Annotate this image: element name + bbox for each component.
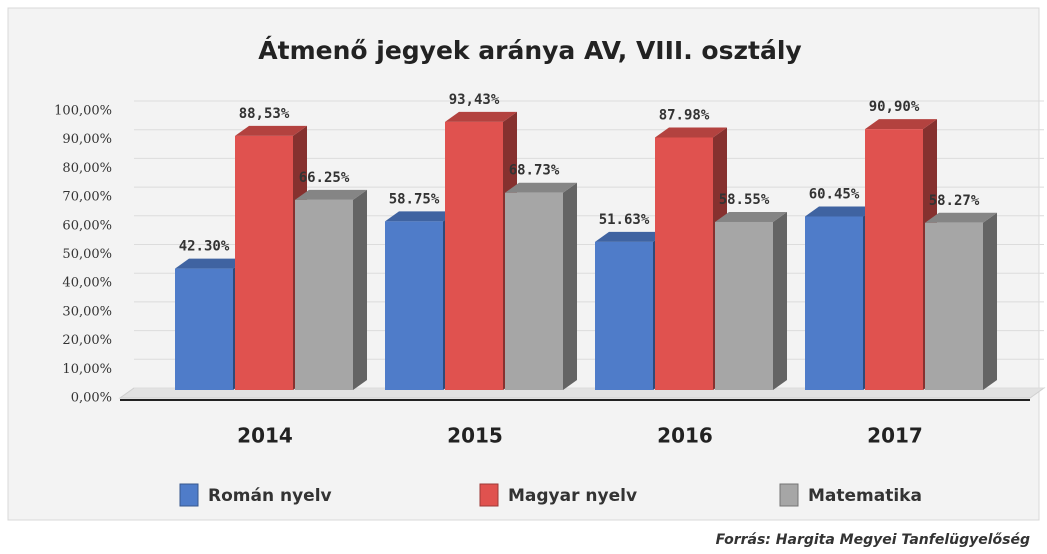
bar-top xyxy=(385,211,457,222)
value-label: 60.45% xyxy=(809,187,860,203)
value-label: 58.55% xyxy=(719,192,770,208)
y-tick-label: 20,00% xyxy=(62,333,112,348)
bar-side xyxy=(353,189,367,390)
y-tick-label: 0,00% xyxy=(71,391,112,406)
y-tick-label: 70,00% xyxy=(62,190,112,205)
y-tick-label: 80,00% xyxy=(62,161,112,176)
bar-top xyxy=(715,211,787,222)
bar-side xyxy=(983,212,997,390)
bar-top xyxy=(655,127,727,138)
legend-label: Matematika xyxy=(808,486,922,506)
value-label: 68.73% xyxy=(509,163,560,179)
bar-top xyxy=(805,206,877,217)
y-tick-label: 50,00% xyxy=(62,247,112,262)
x-tick-label: 2014 xyxy=(237,424,293,448)
bar xyxy=(865,129,923,390)
y-tick-label: 40,00% xyxy=(62,276,112,291)
bar xyxy=(805,216,863,390)
bar xyxy=(715,221,773,390)
value-label: 87.98% xyxy=(659,107,710,123)
value-label: 90,90% xyxy=(869,99,920,115)
source: Forrás: Hargita Megyei Tanfelügyelőség xyxy=(716,532,1030,548)
bar-side xyxy=(773,211,787,390)
y-tick-label: 100,00% xyxy=(54,104,112,119)
chart-title: Átmenő jegyek aránya AV, VIII. osztály xyxy=(258,36,801,65)
bar xyxy=(235,135,293,390)
bar xyxy=(595,241,653,390)
bar-top xyxy=(235,125,307,136)
x-tick-label: 2017 xyxy=(867,424,923,448)
bar xyxy=(175,268,233,390)
value-label: 51.63% xyxy=(599,212,650,228)
value-label: 93,43% xyxy=(449,92,500,108)
x-tick-label: 2015 xyxy=(447,424,503,448)
y-tick-label: 90,00% xyxy=(62,132,112,147)
y-tick-label: 10,00% xyxy=(62,362,112,377)
x-tick-label: 2016 xyxy=(657,424,713,448)
bar-top xyxy=(595,231,667,242)
bar xyxy=(655,137,713,390)
value-label: 42.30% xyxy=(179,239,230,255)
legend-swatch xyxy=(779,483,799,507)
value-label: 58.75% xyxy=(389,191,440,207)
y-tick-label: 30,00% xyxy=(62,304,112,319)
bar-top xyxy=(865,119,937,130)
y-tick-label: 60,00% xyxy=(62,218,112,233)
bar xyxy=(445,121,503,391)
legend-swatch xyxy=(479,483,499,507)
legend-label: Magyar nyelv xyxy=(508,486,637,506)
bar xyxy=(385,221,443,390)
bar-top xyxy=(295,189,367,200)
bar xyxy=(295,199,353,390)
bar-top xyxy=(445,111,517,122)
legend-swatch xyxy=(179,483,199,507)
bar xyxy=(505,192,563,390)
bar-top xyxy=(505,182,577,193)
bar-top xyxy=(925,212,997,223)
legend-label: Román nyelv xyxy=(208,486,332,506)
value-label: 66.25% xyxy=(299,170,350,186)
bar-top xyxy=(175,258,247,269)
value-label: 58.27% xyxy=(929,193,980,209)
value-label: 88,53% xyxy=(239,106,290,122)
bar-side xyxy=(563,182,577,390)
bar xyxy=(925,222,983,390)
